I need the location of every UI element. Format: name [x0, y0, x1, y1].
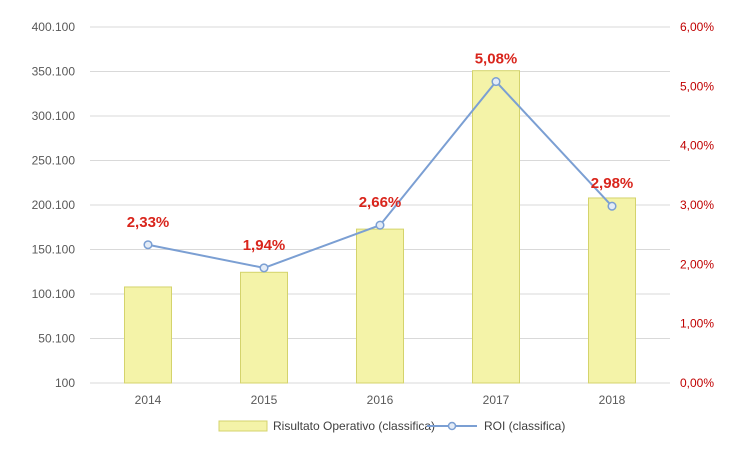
left-axis: 100 50.100 100.100 150.100 200.100 250.100 300…	[32, 20, 76, 390]
roi-data-label: 2,33%	[127, 214, 170, 231]
left-tick-label: 100	[55, 376, 75, 390]
right-tick-label: 6,00%	[680, 20, 714, 34]
legend-line-label: ROI (classifica)	[484, 419, 565, 433]
left-tick-label: 150.100	[32, 243, 76, 257]
roi-point	[375, 220, 385, 230]
x-tick-label: 2015	[251, 393, 278, 407]
data-labels: 2,33% 1,94% 2,66% 5,08% 2,98%	[127, 51, 634, 254]
x-tick-label: 2017	[483, 393, 510, 407]
x-tick-label: 2016	[367, 393, 394, 407]
roi-point	[491, 77, 501, 87]
legend-bar-swatch	[218, 420, 268, 432]
roi-point	[143, 240, 153, 250]
left-tick-label: 50.100	[38, 332, 75, 346]
roi-data-label: 2,66%	[359, 194, 402, 211]
roi-point	[607, 201, 617, 211]
right-tick-label: 4,00%	[680, 139, 714, 153]
bar-series	[124, 70, 636, 384]
right-tick-label: 1,00%	[680, 317, 714, 331]
gridlines	[90, 26, 670, 384]
left-tick-label: 400.100	[32, 20, 76, 34]
left-tick-label: 250.100	[32, 154, 76, 168]
bar	[472, 70, 520, 384]
roi-line-series	[143, 77, 617, 273]
x-tick-label: 2018	[599, 393, 626, 407]
x-tick-label: 2014	[135, 393, 162, 407]
right-axis: 0,00% 1,00% 2,00% 3,00% 4,00% 5,00% 6,00%	[680, 20, 714, 390]
bar	[124, 286, 172, 384]
bar	[240, 271, 288, 384]
left-tick-label: 300.100	[32, 109, 76, 123]
bar	[356, 228, 404, 384]
roi-data-label: 5,08%	[475, 51, 518, 68]
bar	[588, 197, 636, 384]
right-tick-label: 2,00%	[680, 257, 714, 271]
roi-point	[259, 263, 269, 273]
legend-bar-label: Risultato Operativo (classifica)	[273, 419, 435, 433]
left-tick-label: 100.100	[32, 287, 76, 301]
roi-data-label: 2,98%	[591, 175, 634, 192]
left-tick-label: 350.100	[32, 65, 76, 79]
roi-data-label: 1,94%	[243, 237, 286, 254]
left-tick-label: 200.100	[32, 198, 76, 212]
right-tick-label: 5,00%	[680, 79, 714, 93]
right-tick-label: 3,00%	[680, 198, 714, 212]
x-axis: 2014 2015 2016 2017 2018	[135, 393, 626, 407]
right-tick-label: 0,00%	[680, 376, 714, 390]
legend-line-marker	[447, 421, 457, 431]
legend: Risultato Operativo (classifica) ROI (cl…	[218, 419, 565, 433]
